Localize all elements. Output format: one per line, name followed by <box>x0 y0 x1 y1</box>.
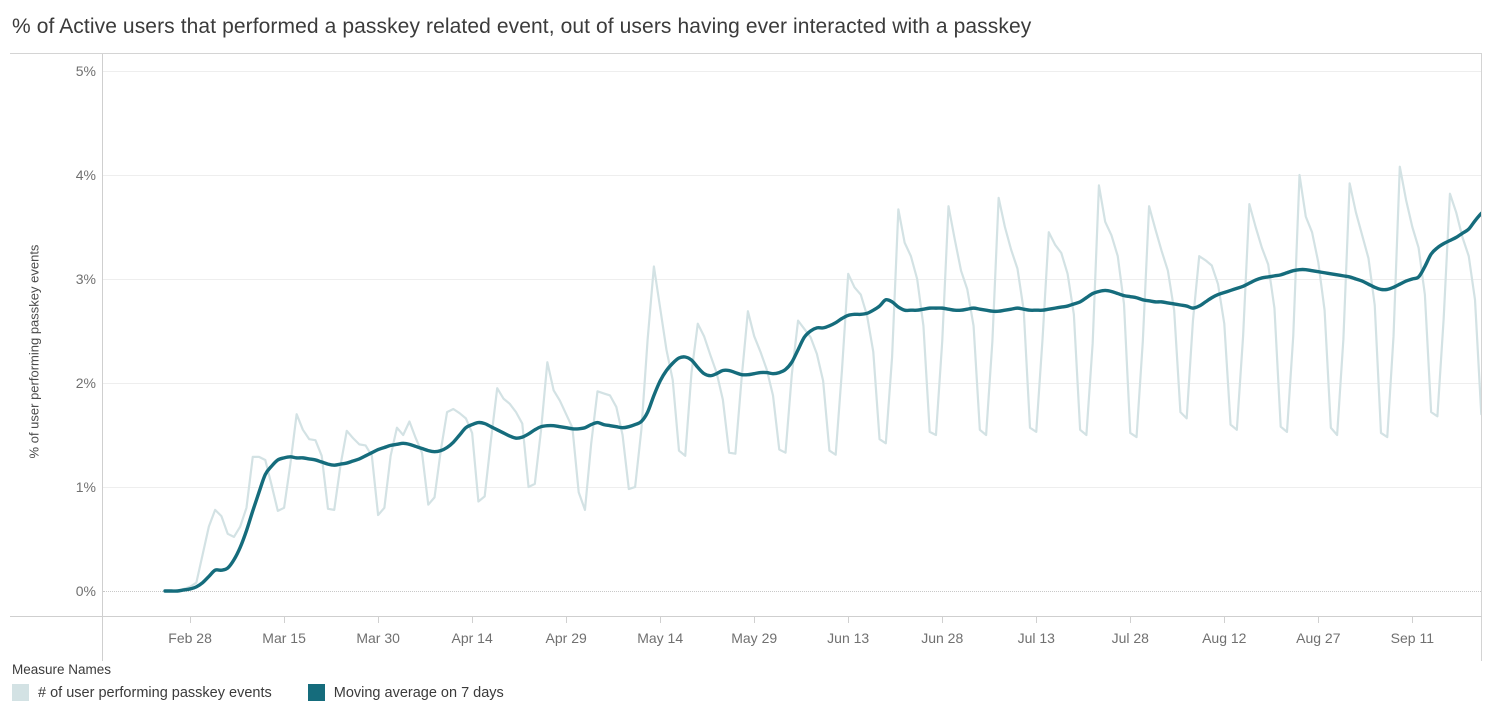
x-tick-mark <box>942 616 943 623</box>
x-tick-label: Apr 14 <box>451 630 493 646</box>
y-tick-label: 4% <box>75 167 96 183</box>
x-tick-mark <box>754 616 755 623</box>
legend-swatch-moving-average[interactable] <box>307 684 325 701</box>
series-line-moving-average[interactable] <box>163 205 1481 593</box>
x-tick-mark <box>190 616 191 623</box>
x-tick-label: Jul 28 <box>1111 630 1149 646</box>
x-tick-label: Jul 13 <box>1017 630 1055 646</box>
page-title: % of Active users that performed a passk… <box>12 14 1032 38</box>
x-tick-label: Mar 30 <box>356 630 400 646</box>
x-tick-mark <box>1036 616 1037 623</box>
gridline <box>103 175 1481 176</box>
x-tick-mark <box>378 616 379 623</box>
gridline <box>103 71 1481 72</box>
x-tick-mark <box>660 616 661 623</box>
legend-items: # of user performing passkey events Movin… <box>12 684 1500 701</box>
x-tick-label: Aug 12 <box>1202 630 1247 646</box>
legend-item[interactable]: # of user performing passkey events <box>12 684 272 701</box>
legend: Measure Names # of user performing passk… <box>0 662 1500 721</box>
legend-label: # of user performing passkey events <box>38 684 272 701</box>
x-tick-mark <box>848 616 849 623</box>
title-divider <box>10 53 1482 54</box>
x-tick-mark <box>472 616 473 623</box>
x-tick-label: Feb 28 <box>168 630 212 646</box>
x-tick-label: Jun 28 <box>921 630 964 646</box>
legend-swatch-daily-events[interactable] <box>12 684 29 701</box>
plot-right-border <box>1481 54 1482 661</box>
gridline <box>103 591 1481 592</box>
x-tick-label: May 14 <box>637 630 684 646</box>
y-tick-label: 3% <box>75 271 96 287</box>
x-tick-mark <box>1224 616 1225 623</box>
y-tick-label: 1% <box>75 479 96 495</box>
x-tick-mark <box>566 616 567 623</box>
x-tick-mark <box>1318 616 1319 623</box>
y-axis-ticks: 0% 1% 2% 3% 4% 5% <box>0 54 96 616</box>
y-axis-line <box>102 54 103 616</box>
x-tick-label: Jun 13 <box>827 630 870 646</box>
chart-area: % of user performing passkey events 0% 1%… <box>0 54 1500 661</box>
x-tick-label: Mar 15 <box>262 630 306 646</box>
x-tick-mark <box>1130 616 1131 623</box>
x-tick-label: Sep 11 <box>1390 630 1434 646</box>
chart-title-bar: % of Active users that performed a passk… <box>0 0 1500 53</box>
x-axis-line <box>10 616 1482 617</box>
legend-label: Moving average on 7 days <box>333 684 504 701</box>
x-tick-label: May 29 <box>731 630 778 646</box>
y-tick-label: 5% <box>75 63 96 79</box>
x-tick-mark <box>284 616 285 623</box>
plot-canvas[interactable] <box>103 54 1481 616</box>
series-line-daily-events[interactable] <box>163 81 1481 593</box>
x-axis: Feb 28 Mar 15 Mar 30 Apr 14 Apr 29 May 14 May … <box>0 616 1500 661</box>
y-tick-label: 0% <box>75 583 96 599</box>
x-tick-label: Apr 29 <box>545 630 587 646</box>
y-tick-label: 2% <box>75 375 96 391</box>
series-svg <box>163 81 1481 593</box>
gridline <box>103 487 1481 488</box>
legend-heading: Measure Names <box>12 662 112 677</box>
y-axis-line-extension <box>102 616 103 661</box>
legend-item[interactable]: Moving average on 7 days <box>307 684 504 701</box>
gridline <box>103 279 1481 280</box>
x-tick-label: Aug 27 <box>1296 630 1341 646</box>
x-tick-mark <box>1412 616 1413 623</box>
